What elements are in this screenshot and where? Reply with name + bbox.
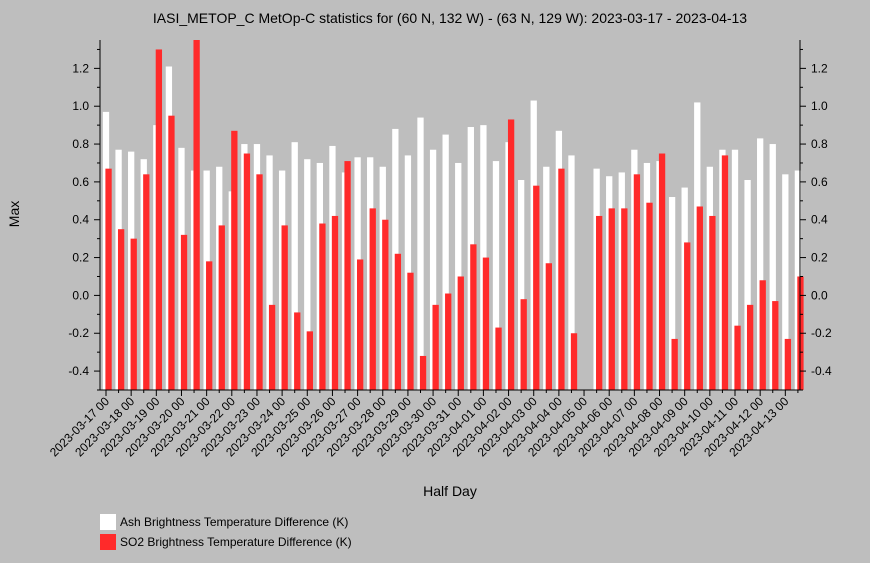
so2-bar xyxy=(482,257,490,390)
so2-bar xyxy=(357,259,364,390)
so2-bar xyxy=(558,168,565,390)
so2-bar xyxy=(596,215,603,390)
so2-bar xyxy=(206,261,213,390)
ash-bar xyxy=(668,197,676,390)
so2-bar xyxy=(419,355,427,390)
y-tick-label-right: 0.4 xyxy=(811,213,828,227)
ash-bar xyxy=(782,174,789,390)
so2-bar xyxy=(520,299,527,390)
so2-bar xyxy=(671,338,678,390)
legend-swatch-ash xyxy=(100,514,116,530)
legend-swatch-so2 xyxy=(100,534,116,550)
so2-bar xyxy=(709,215,716,390)
so2-bar xyxy=(243,153,251,390)
legend: Ash Brightness Temperature Difference (K… xyxy=(100,512,352,552)
so2-bar xyxy=(432,304,439,390)
so2-bar xyxy=(143,174,150,390)
y-tick-label: 1.0 xyxy=(72,99,89,113)
so2-bar xyxy=(281,225,288,390)
legend-item-ash: Ash Brightness Temperature Difference (K… xyxy=(100,512,352,532)
so2-bar xyxy=(105,168,112,390)
so2-bar xyxy=(218,225,225,390)
y-tick-label-right: 0.0 xyxy=(811,288,828,302)
ash-bar xyxy=(291,142,298,390)
so2-bar xyxy=(721,155,729,390)
x-axis-label: Half Day xyxy=(423,483,477,499)
so2-bar xyxy=(696,206,703,390)
y-tick-label-right: 0.8 xyxy=(811,137,828,151)
so2-bar xyxy=(507,119,515,390)
y-axis-label: Max xyxy=(6,201,22,227)
ash-bar xyxy=(266,155,273,390)
so2-bar xyxy=(646,202,653,390)
so2-bar xyxy=(382,219,389,390)
legend-label-ash: Ash Brightness Temperature Difference (K… xyxy=(120,515,349,529)
so2-bar xyxy=(394,253,402,390)
so2-bar xyxy=(294,312,301,390)
so2-bar xyxy=(608,208,615,390)
so2-bar xyxy=(621,208,628,390)
y-tick-label: 1.2 xyxy=(72,61,89,75)
y-tick-label: 0.0 xyxy=(72,288,89,302)
so2-bar xyxy=(570,333,578,390)
ash-bar xyxy=(731,149,739,390)
legend-item-so2: SO2 Brightness Temperature Difference (K… xyxy=(100,532,352,552)
so2-bar xyxy=(231,130,238,391)
chart-title: IASI_METOP_C MetOp-C statistics for (60 … xyxy=(153,10,747,26)
so2-bar xyxy=(658,153,666,390)
ash-bar xyxy=(492,161,500,390)
so2-bar xyxy=(495,327,502,390)
ash-bar xyxy=(429,149,437,390)
ash-bar xyxy=(517,180,525,390)
so2-bar xyxy=(633,174,641,390)
y-tick-label: 0.2 xyxy=(72,251,89,265)
y-tick-label: -0.4 xyxy=(68,364,89,378)
y-tick-label-right: -0.2 xyxy=(811,326,832,340)
so2-bar xyxy=(130,238,137,390)
ash-bar xyxy=(304,159,311,390)
so2-bar xyxy=(306,331,313,390)
so2-bar xyxy=(772,301,779,390)
ash-bar xyxy=(769,144,776,390)
y-tick-label-right: 0.2 xyxy=(811,251,828,265)
y-tick-label-right: 1.2 xyxy=(811,61,828,75)
so2-bar xyxy=(331,215,339,390)
so2-bar xyxy=(168,115,175,391)
so2-bar xyxy=(759,280,766,390)
y-tick-label: 0.6 xyxy=(72,175,89,189)
legend-label-so2: SO2 Brightness Temperature Difference (K… xyxy=(120,535,352,549)
so2-bar xyxy=(470,244,477,390)
so2-bar xyxy=(407,272,414,390)
so2-bar xyxy=(457,276,464,390)
so2-bar xyxy=(268,304,276,390)
y-tick-label-right: 0.6 xyxy=(811,175,828,189)
so2-bar xyxy=(545,263,552,390)
y-tick-label: 0.4 xyxy=(72,213,89,227)
so2-bar xyxy=(369,208,376,390)
ash-bar xyxy=(744,180,751,390)
ash-bar xyxy=(417,117,424,390)
so2-bar xyxy=(344,161,351,390)
so2-bar xyxy=(180,234,188,390)
so2-bar xyxy=(445,293,452,390)
bars xyxy=(102,40,804,391)
ash-bar xyxy=(568,155,575,390)
ash-bar xyxy=(442,134,449,390)
so2-bar xyxy=(319,223,326,390)
y-tick-label: -0.2 xyxy=(68,326,89,340)
so2-bar xyxy=(684,242,691,390)
so2-bar xyxy=(746,304,754,390)
y-tick-label-right: 1.0 xyxy=(811,99,828,113)
y-tick-label-right: -0.4 xyxy=(811,364,832,378)
y-tick-label: 0.8 xyxy=(72,137,89,151)
so2-bar xyxy=(734,325,741,390)
so2-bar xyxy=(533,185,540,390)
ash-bar xyxy=(757,138,764,390)
so2-bar xyxy=(193,40,200,390)
so2-bar xyxy=(117,229,125,390)
so2-bar xyxy=(784,338,792,390)
so2-bar xyxy=(256,174,263,390)
so2-bar xyxy=(155,49,163,390)
